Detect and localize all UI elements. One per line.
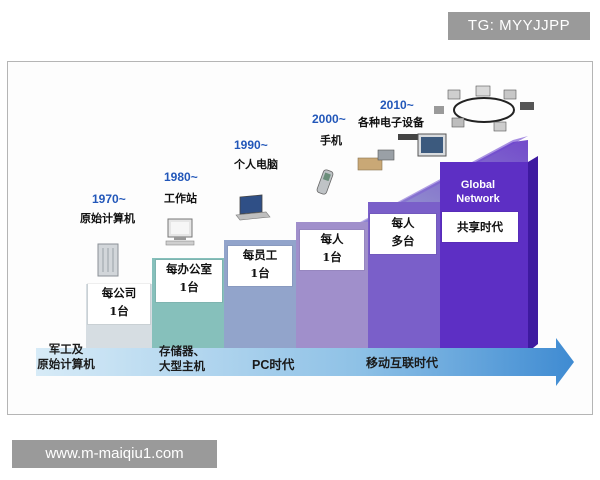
arrow-label-military: 军工及 原始计算机 [37, 342, 95, 371]
box-sharing-era: 共享时代 [442, 212, 518, 242]
band-global [440, 162, 528, 352]
mainframe-icon [97, 243, 119, 277]
global-network-label: Global Network [456, 179, 500, 205]
box-2000: 每人 1台 [300, 230, 364, 270]
arrow-label-storage: 存储器、 大型主机 [159, 344, 205, 373]
network-ring-icon [434, 85, 534, 132]
watermark-top: TG: MYYJJPP [448, 12, 590, 40]
box-1980: 每办公室 1台 [156, 260, 222, 302]
diagram-frame: 1970~ 原始计算机 1980~ 工作站 1990~ 个人电脑 2000~ 手… [7, 61, 593, 415]
device-1980: 工作站 [164, 192, 197, 205]
year-1990: 1990~ [234, 138, 268, 152]
box-2010: 每人 多台 [370, 214, 436, 254]
laptop-icon [235, 194, 271, 221]
device-1970: 原始计算机 [80, 212, 135, 225]
device-2010: 各种电子设备 [358, 116, 424, 129]
year-1980: 1980~ [164, 170, 198, 184]
year-1970: 1970~ [92, 192, 126, 206]
arrow-label-pc-era: PC时代 [252, 358, 295, 372]
arrow-label-mobile-era: 移动互联时代 [366, 356, 439, 370]
year-2010: 2010~ [380, 98, 414, 112]
phone-icon [316, 169, 334, 195]
workstation-icon [165, 218, 195, 246]
timeline-arrow [36, 338, 574, 386]
electronics-icon [357, 133, 447, 171]
box-1990: 每员工 1台 [228, 246, 292, 286]
box-1970: 每公司 1台 [88, 284, 150, 324]
band-global-side [528, 156, 538, 352]
watermark-bottom: www.m-maiqiu1.com [12, 440, 217, 468]
year-2000: 2000~ [312, 112, 346, 126]
device-2000: 手机 [320, 134, 342, 147]
device-1990: 个人电脑 [234, 158, 278, 171]
